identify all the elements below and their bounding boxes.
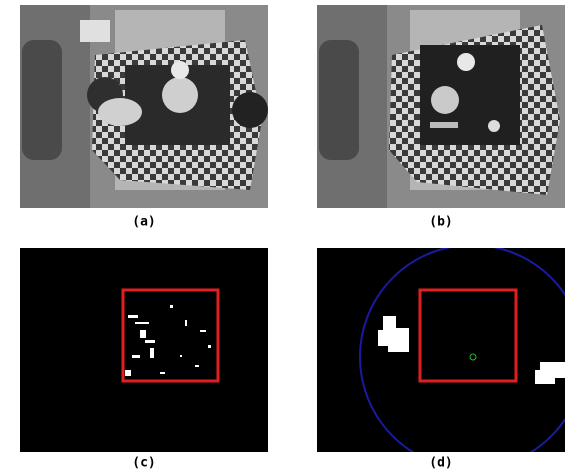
- mask-d: [317, 245, 583, 469]
- figure: (a) (b) (c) (d): [0, 0, 583, 476]
- mask-c: [20, 248, 268, 452]
- photo-b: [317, 5, 565, 208]
- photo-a: [20, 5, 268, 208]
- panel-label: (d): [429, 456, 452, 471]
- panel-label: (c): [132, 456, 155, 471]
- panel-label: (a): [132, 215, 155, 230]
- panel-label: (b): [429, 215, 452, 230]
